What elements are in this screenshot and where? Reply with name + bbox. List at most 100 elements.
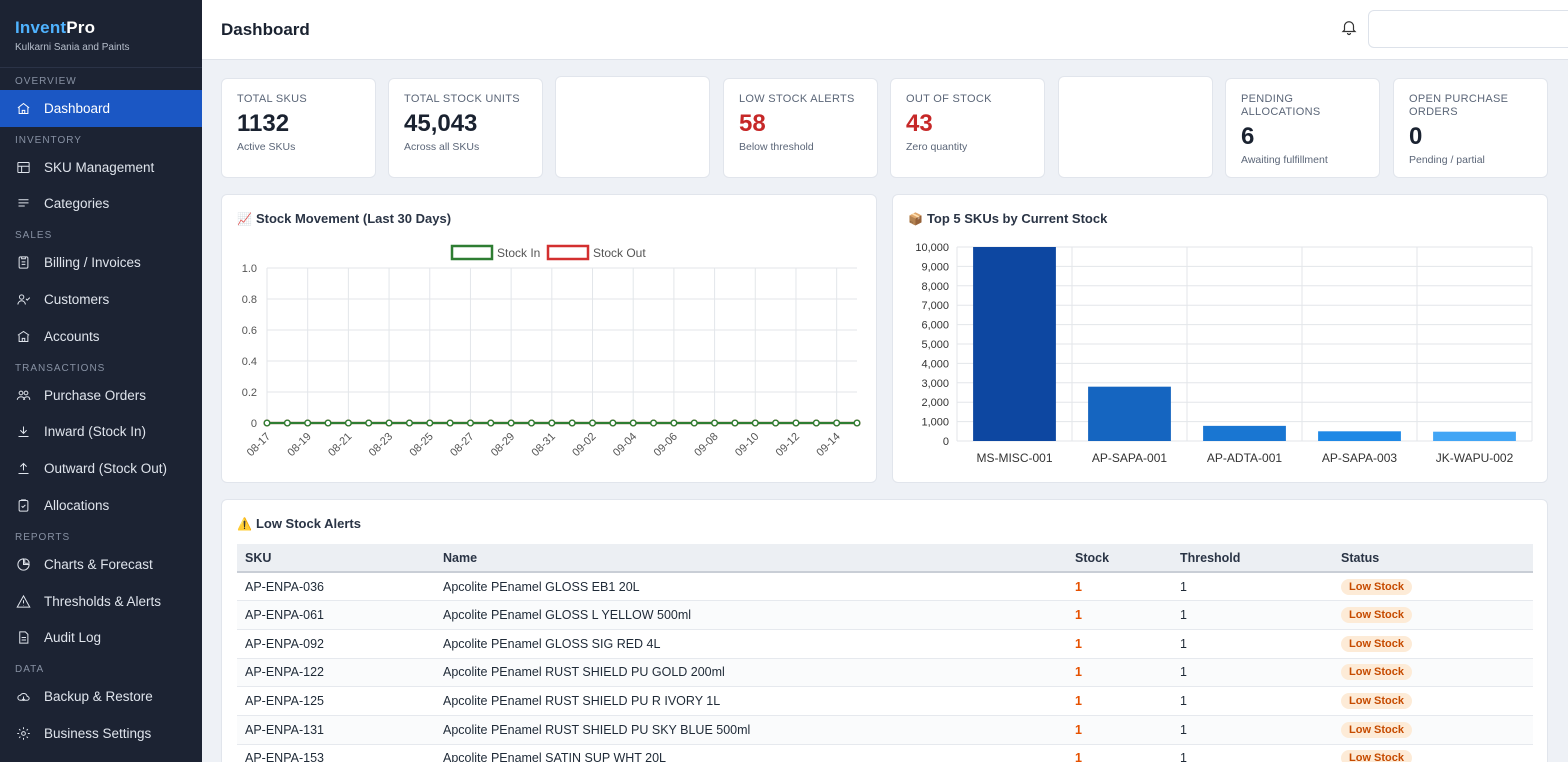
cell-sku: AP-ENPA-153 <box>237 744 435 762</box>
stat-label: Low Stock Alerts <box>739 93 855 105</box>
table-row[interactable]: AP-ENPA-125 Apcolite PEnamel RUST SHIELD … <box>237 686 1533 716</box>
stock-value: 1 <box>1075 636 1082 651</box>
cell-name: Apcolite PEnamel GLOSS L YELLOW 500ml <box>435 600 1067 630</box>
column-header-stock[interactable]: Stock <box>1067 544 1172 573</box>
sidebar-item-allocations[interactable]: Allocations <box>0 487 202 524</box>
sidebar-item-outward-stock-out[interactable]: Outward (Stock Out) <box>0 450 202 487</box>
sidebar-item-business-settings[interactable]: Business Settings <box>0 715 202 752</box>
sidebar-item-dashboard[interactable]: Dashboard <box>0 90 202 127</box>
sidebar-item-charts-forecast[interactable]: Charts & Forecast <box>0 546 202 583</box>
data-point <box>650 419 658 427</box>
y-tick-label: 4,000 <box>921 358 949 370</box>
group-icon <box>15 387 31 403</box>
column-header-name[interactable]: Name <box>435 544 1067 573</box>
stat-value: 58 <box>739 110 766 137</box>
stock-value: 1 <box>1075 579 1082 594</box>
stat-value: 45,043 <box>404 110 478 137</box>
data-point <box>283 419 291 427</box>
sidebar-item-thresholds-alerts[interactable]: Thresholds & Alerts <box>0 583 202 620</box>
stat-card-low-stock-alerts: Low Stock Alerts 58 Below threshold <box>723 78 878 178</box>
table-row[interactable]: AP-ENPA-092 Apcolite PEnamel GLOSS SIG RE… <box>237 629 1533 659</box>
cell-name: Apcolite PEnamel GLOSS SIG RED 4L <box>435 629 1067 659</box>
bar-ms-misc-001 <box>973 247 1056 441</box>
stat-label: Open Purchase Orders <box>1409 93 1509 118</box>
cloud-icon <box>15 689 31 705</box>
panel-title-text: Stock Movement (Last 30 Days) <box>255 211 452 226</box>
table-row[interactable]: AP-ENPA-122 Apcolite PEnamel RUST SHIELD … <box>237 658 1533 688</box>
cell-threshold: 1 <box>1172 572 1333 602</box>
table-row[interactable]: AP-ENPA-036 Apcolite PEnamel GLOSS EB1 20… <box>237 572 1533 602</box>
x-tick-label: 08-27 <box>448 431 476 459</box>
x-tick-label: 09-10 <box>733 431 761 459</box>
top-skus-panel: 0 1,000 2,000 3,000 4,000 5,000 6,000 7,000 8,00… <box>892 194 1548 483</box>
cell-stock: 1 <box>1067 715 1172 745</box>
panel-title: 📦 Top 5 SKUs by Current Stock <box>908 211 1107 226</box>
y-tick-label: 0.6 <box>242 325 257 337</box>
sidebar-item-customers[interactable]: Customers <box>0 281 202 318</box>
data-point <box>792 419 800 427</box>
brand-name-part2: Pro <box>66 18 96 37</box>
sidebar-item-sku-management[interactable]: SKU Management <box>0 149 202 186</box>
top-skus-chart: 0 1,000 2,000 3,000 4,000 5,000 6,000 7,000 8,00… <box>915 242 1533 465</box>
page-title: Dashboard <box>221 20 310 39</box>
stat-subtext: Below threshold <box>739 141 814 153</box>
document-icon <box>15 630 31 646</box>
alerts-table-wrap: SKU Name Stock Threshold Status AP-ENPA-… <box>237 544 1533 762</box>
clipboard-check-icon <box>15 498 31 514</box>
legend-swatch <box>450 244 494 261</box>
sidebar-item-purchase-orders[interactable]: Purchase Orders <box>0 377 202 414</box>
stock-value: 1 <box>1075 722 1082 737</box>
user-menu[interactable] <box>1368 10 1568 48</box>
x-tick-label: 09-06 <box>652 431 680 459</box>
data-point <box>365 419 373 427</box>
stat-card-placeholder <box>555 76 710 178</box>
app-logo[interactable]: InventPro <box>15 18 187 38</box>
table-row[interactable]: AP-ENPA-131 Apcolite PEnamel RUST SHIELD … <box>237 715 1533 745</box>
sidebar-item-inward-stock-in[interactable]: Inward (Stock In) <box>0 414 202 451</box>
sidebar-item-label: Categories <box>44 196 110 212</box>
sidebar-item-billing-invoices[interactable]: Billing / Invoices <box>0 244 202 281</box>
x-tick-label: MS-MISC-001 <box>976 451 1052 465</box>
cell-sku: AP-ENPA-092 <box>237 629 435 659</box>
stat-value: 43 <box>906 110 933 137</box>
status-badge: Low Stock <box>1341 607 1413 624</box>
data-point <box>589 419 597 427</box>
data-point <box>304 419 312 427</box>
x-tick-label: 08-25 <box>407 431 435 459</box>
sidebar-item-categories[interactable]: Categories <box>0 186 202 223</box>
sidebar-item-backup-restore[interactable]: Backup & Restore <box>0 678 202 715</box>
cell-name: Apcolite PEnamel RUST SHIELD PU R IVORY … <box>435 686 1067 716</box>
table-row[interactable]: AP-ENPA-061 Apcolite PEnamel GLOSS L YELL… <box>237 600 1533 630</box>
data-point <box>629 419 637 427</box>
column-header-sku[interactable]: SKU <box>237 544 435 573</box>
sidebar-item-label: Inward (Stock In) <box>44 424 147 440</box>
cell-name: Apcolite PEnamel SATIN SUP WHT 20L <box>435 744 1067 762</box>
sidebar-item-audit-log[interactable]: Audit Log <box>0 620 202 657</box>
upload-icon <box>15 461 31 477</box>
warning-icon <box>15 593 31 609</box>
data-point <box>324 419 332 427</box>
cell-status: Low Stock <box>1333 715 1533 745</box>
x-tick-label: 08-31 <box>530 431 558 459</box>
stat-card-open-purchase-orders: Open Purchase Orders 0 Pending / partial <box>1393 78 1548 178</box>
cell-status: Low Stock <box>1333 658 1533 688</box>
y-tick-label: 0.8 <box>242 294 257 306</box>
column-header-threshold[interactable]: Threshold <box>1172 544 1333 573</box>
bar-ap-sapa-001 <box>1088 386 1171 441</box>
notifications-button[interactable] <box>1340 18 1358 38</box>
column-header-status[interactable]: Status <box>1333 544 1533 573</box>
x-tick-label: 09-12 <box>774 431 802 459</box>
stat-card-pending-allocations: Pending Allocations 6 Awaiting fulfillme… <box>1225 78 1380 178</box>
data-point <box>446 419 454 427</box>
y-tick-label: 9,000 <box>921 261 949 273</box>
stock-movement-chart: 0 0.2 0.4 0.6 0.8 1.0 08-17 08-19 08-21 08-23 08-2… <box>242 244 861 459</box>
table-row[interactable]: AP-ENPA-153 Apcolite PEnamel SATIN SUP WH… <box>237 744 1533 762</box>
data-point <box>568 419 576 427</box>
sidebar-item-label: Purchase Orders <box>44 387 147 403</box>
sidebar: InventPro Kulkarni Sania and Paints Over… <box>0 0 202 762</box>
y-tick-label: 8,000 <box>921 281 949 293</box>
sidebar-item-accounts[interactable]: Accounts <box>0 318 202 355</box>
table-icon <box>15 159 31 175</box>
sidebar-item-label: Allocations <box>44 498 110 514</box>
stat-subtext: Zero quantity <box>906 141 968 153</box>
